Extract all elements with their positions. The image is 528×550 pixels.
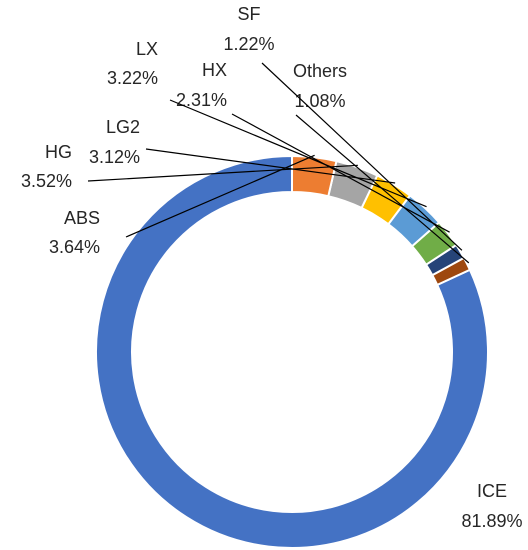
leader-line-lx <box>169 99 427 208</box>
value-label-hg: 3.52% <box>21 171 72 191</box>
value-label-lx: 3.22% <box>107 68 158 88</box>
category-label-lg2: LG2 <box>106 117 140 137</box>
leader-line-hg <box>87 164 358 182</box>
leader-line-abs <box>125 154 315 238</box>
leader-line-lg2 <box>145 148 396 184</box>
category-label-hg: HG <box>45 142 72 162</box>
category-label-ice: ICE <box>477 481 507 501</box>
category-label-others: Others <box>293 61 347 81</box>
category-label-lx: LX <box>136 39 158 59</box>
category-label-abs: ABS <box>64 208 100 228</box>
slice-abs <box>291 154 338 198</box>
value-label-ice: 81.89% <box>461 511 522 531</box>
value-label-sf: 1.22% <box>223 34 274 54</box>
slice-ice <box>95 154 489 549</box>
category-label-hx: HX <box>202 60 227 80</box>
category-label-sf: SF <box>237 4 260 24</box>
leader-line-hx <box>231 113 450 233</box>
value-label-abs: 3.64% <box>49 237 100 257</box>
value-label-hx: 2.31% <box>176 90 227 110</box>
leader-line-sf <box>261 62 463 251</box>
value-label-lg2: 3.12% <box>89 147 140 167</box>
